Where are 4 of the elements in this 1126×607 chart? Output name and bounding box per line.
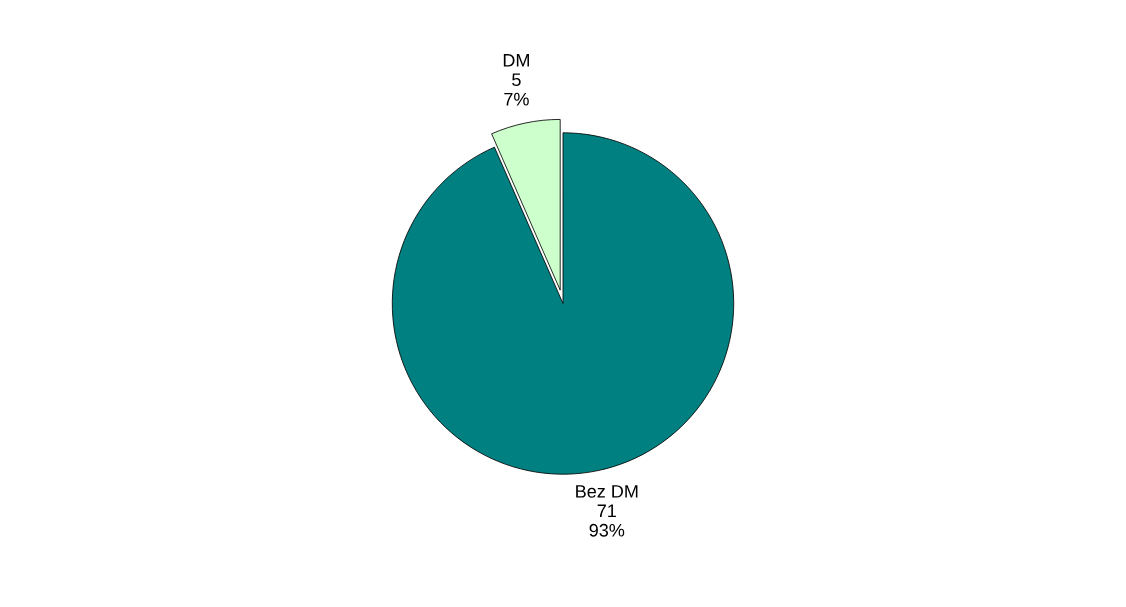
slice-label: DM [503,54,529,67]
slice-label: Bez DM [576,485,638,498]
data-label: 71 93% [589,504,625,537]
data-label: 5 7% [504,73,529,106]
